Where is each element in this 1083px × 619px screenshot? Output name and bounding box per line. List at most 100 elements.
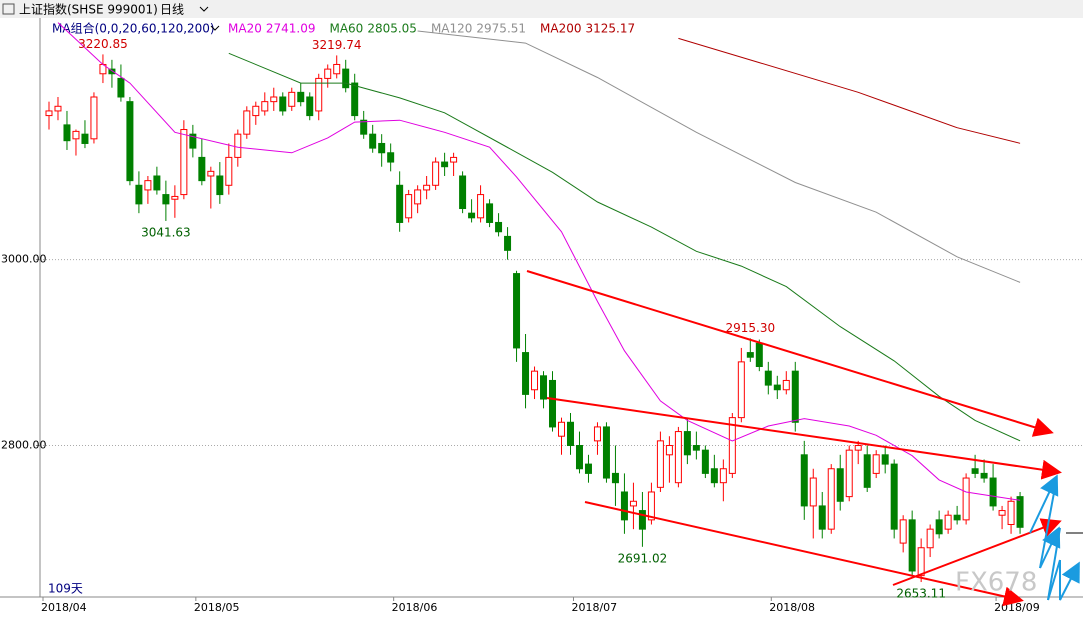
price-annotation: 2915.30	[726, 321, 776, 335]
candle-body	[243, 110, 251, 135]
candle-body	[665, 445, 673, 456]
period[interactable]: 日线	[160, 3, 184, 17]
x-tick-label: 2018/05	[194, 601, 240, 614]
candle-body	[917, 547, 925, 577]
window-icon[interactable]	[2, 3, 15, 15]
candle-body	[144, 180, 152, 191]
legend-name: MA60	[329, 22, 363, 36]
candle-body	[153, 175, 161, 191]
candle-body	[72, 130, 80, 140]
candle-body	[692, 445, 700, 451]
candle-body	[881, 454, 889, 465]
arrow	[1059, 560, 1080, 601]
candle-body	[351, 82, 359, 117]
arrow	[1039, 481, 1057, 569]
candle-body	[495, 221, 503, 233]
chart-title: 上证指数(SHSE 999001)	[19, 2, 158, 17]
candle-body	[656, 440, 664, 488]
candle-body	[477, 194, 485, 219]
day-count: 109天	[48, 582, 83, 596]
plot: 2800.00 3000.00 2018/04 2018/05 2018/06 2018/…	[1, 22, 1083, 614]
candle-body	[513, 273, 521, 349]
candle-body	[791, 370, 799, 423]
candle-body	[701, 449, 709, 474]
candle-body	[566, 421, 574, 447]
ma-line	[678, 37, 1021, 144]
x-tick-label: 2018/08	[769, 601, 815, 614]
candle-body	[854, 445, 862, 451]
price-annotation: 2691.02	[618, 551, 668, 565]
toolbar	[0, 0, 1083, 18]
candle-body	[1007, 500, 1015, 526]
candle-body	[755, 342, 763, 368]
candle-body	[944, 514, 952, 530]
candle-body	[827, 468, 835, 530]
x-tick-label: 2018/09	[994, 601, 1040, 614]
trend-line	[526, 270, 1054, 437]
candle-body	[198, 156, 206, 182]
candle-body	[360, 119, 368, 135]
candle-body	[126, 101, 134, 182]
candle-body	[54, 105, 62, 112]
candle-body	[306, 96, 314, 117]
x-tick-label: 2018/04	[41, 601, 87, 614]
candle-body	[611, 472, 619, 484]
x-tick-label: 2018/06	[392, 601, 438, 614]
candle-body	[90, 96, 98, 140]
candle-body	[863, 454, 871, 488]
candle-body	[315, 77, 323, 112]
candle-body	[207, 170, 215, 177]
candle-body	[549, 379, 557, 428]
candle-body	[980, 472, 988, 479]
candle-body	[234, 133, 242, 158]
candle-body	[423, 184, 431, 191]
candle-body	[135, 184, 143, 205]
candle-body	[297, 91, 305, 103]
candle-body	[593, 426, 601, 442]
candle-body	[836, 468, 844, 502]
candle-body	[773, 384, 781, 391]
y-tick-label: 3000.00	[1, 253, 47, 266]
trend-line	[546, 397, 1062, 480]
legend-value: 3125.17	[586, 22, 636, 36]
candle-body	[710, 468, 718, 484]
indicator-dropdown[interactable]	[210, 25, 220, 31]
candle-body	[962, 477, 970, 521]
candle-body	[369, 133, 377, 149]
candle-body	[953, 514, 961, 521]
candle-body	[971, 468, 979, 474]
candle-body	[342, 68, 350, 89]
candle-body	[414, 189, 422, 205]
arrow	[1047, 527, 1061, 601]
candle-body	[629, 500, 637, 507]
candle-body	[558, 421, 565, 437]
period-dropdown[interactable]	[199, 6, 209, 12]
candle-body	[432, 161, 440, 186]
candle-body	[674, 431, 682, 484]
candle-body	[737, 361, 745, 419]
ma-line	[228, 52, 1021, 442]
candle-body	[171, 195, 179, 200]
candle-body	[189, 133, 197, 149]
candle-body	[872, 454, 880, 474]
candle-body	[225, 156, 233, 186]
candle-body	[270, 96, 278, 103]
trend-line	[584, 501, 1024, 607]
candle-body	[764, 370, 772, 386]
candle-body	[926, 528, 934, 549]
price-annotation: 3219.74	[312, 38, 362, 52]
candle-body	[584, 463, 592, 474]
candle-body	[63, 124, 71, 142]
candle-body	[279, 96, 287, 112]
candle-body	[782, 379, 790, 391]
candle-body	[252, 105, 260, 117]
candle-body	[81, 133, 89, 144]
candle-body	[818, 505, 826, 530]
candle-body	[288, 91, 296, 107]
legend-name: MA20	[228, 22, 262, 36]
candle-body	[504, 235, 512, 251]
indicator[interactable]: MA组合(0,0,20,60,120,200)	[52, 21, 215, 36]
candle-body	[387, 152, 395, 163]
candle-body	[746, 352, 754, 358]
